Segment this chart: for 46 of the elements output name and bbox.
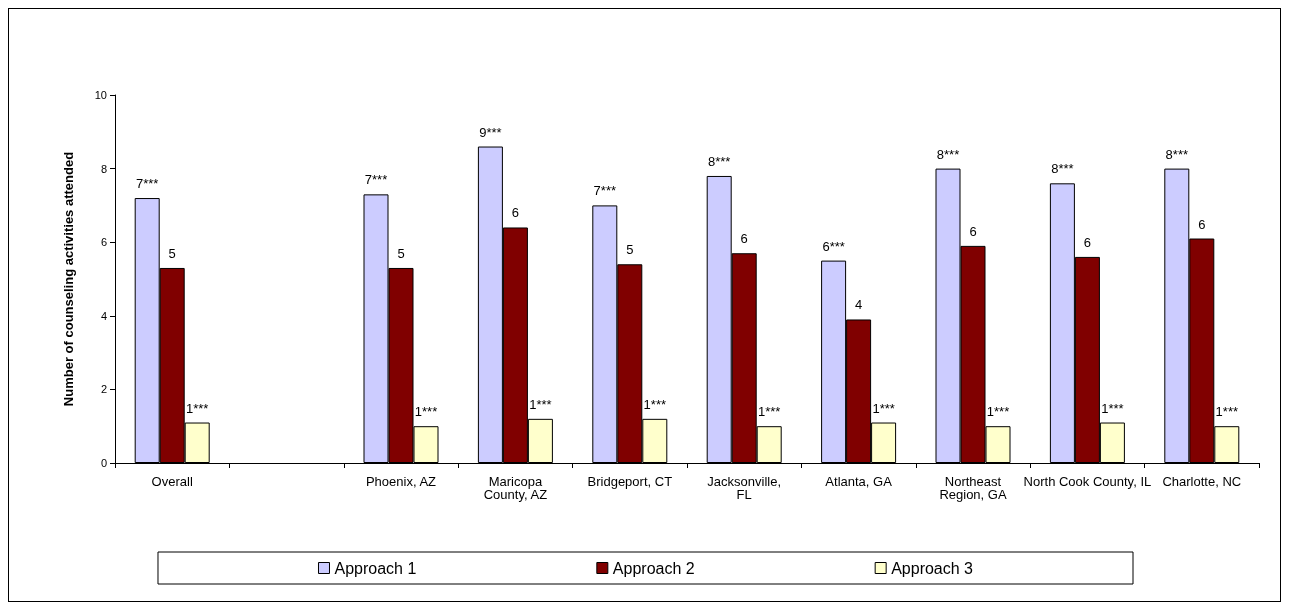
- data-label: 8***: [707, 153, 731, 169]
- y-tick-label: 2: [100, 383, 107, 396]
- data-label: 5: [626, 242, 634, 258]
- data-label: 4: [854, 297, 863, 313]
- y-tick-label: 6: [100, 236, 107, 249]
- data-label: 1***: [757, 404, 781, 420]
- x-tick-label: Northeast Region, GA: [939, 474, 1007, 502]
- legend-label: Approach 3: [891, 559, 974, 577]
- legend-label: Approach 1: [334, 559, 417, 577]
- x-tick-label: Bridgeport, CT: [587, 474, 673, 489]
- y-axis-title: Number of counseling activities attended: [61, 151, 76, 407]
- data-label: 1***: [986, 404, 1010, 420]
- y-tick-label: 4: [100, 309, 107, 322]
- x-tick-label: North Cook County, IL: [1023, 474, 1152, 489]
- y-tick-label: 0: [100, 457, 107, 469]
- data-label: 6: [1198, 216, 1206, 232]
- data-label: 6***: [822, 238, 845, 254]
- data-label: 9***: [479, 124, 502, 140]
- data-label: 8***: [936, 146, 960, 162]
- data-label: 8***: [1051, 161, 1074, 177]
- y-tick-label: 8: [100, 162, 107, 175]
- x-tick-label: Jacksonville, FL: [707, 474, 782, 502]
- data-label: 8***: [1165, 146, 1189, 162]
- y-tick-label: 10: [94, 89, 107, 101]
- data-label: 1***: [1215, 404, 1239, 420]
- data-label: 5: [168, 245, 176, 261]
- data-label: 7***: [364, 172, 388, 188]
- data-label: 1***: [643, 396, 667, 412]
- data-label: 7***: [593, 183, 617, 199]
- x-tick-label: Charlotte, NC: [1162, 474, 1242, 489]
- data-label: 1***: [529, 396, 552, 412]
- data-label: 6: [740, 231, 748, 247]
- x-tick-label: Overall: [151, 474, 193, 489]
- data-label: 5: [397, 245, 405, 261]
- data-label: 1***: [872, 400, 895, 416]
- x-tick-label: Phoenix, AZ: [365, 474, 437, 489]
- data-label: 1***: [1101, 400, 1124, 416]
- x-tick-label: Atlanta, GA: [825, 474, 893, 489]
- data-label: 6: [511, 205, 520, 221]
- legend-label: Approach 2: [612, 559, 695, 577]
- data-label: 6: [1083, 234, 1092, 250]
- data-label: 6: [969, 223, 977, 239]
- data-label: 1***: [185, 400, 209, 416]
- x-tick-label: Maricopa County, AZ: [483, 474, 548, 502]
- data-label: 7***: [135, 176, 159, 192]
- data-label: 1***: [414, 404, 438, 420]
